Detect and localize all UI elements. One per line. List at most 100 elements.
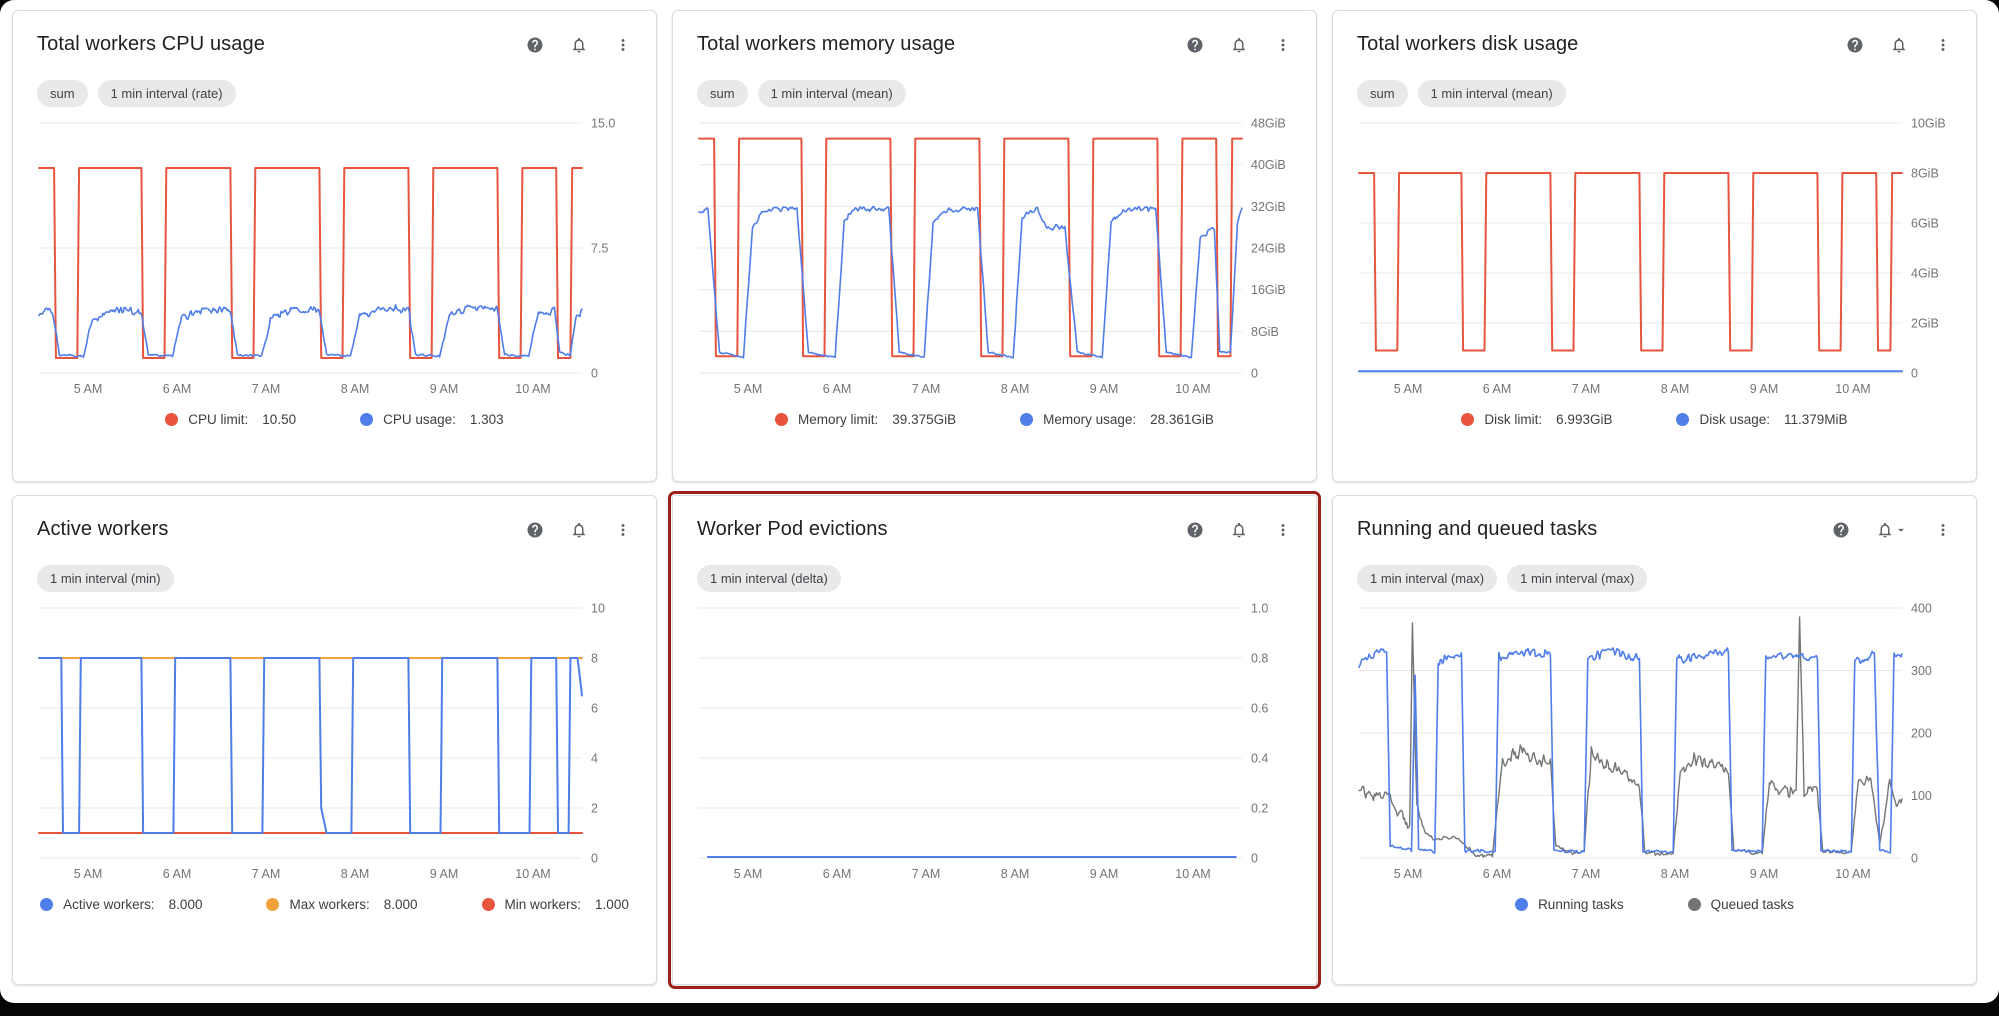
y-axis-label: 8GiB bbox=[1251, 325, 1279, 339]
more-options-icon[interactable] bbox=[614, 36, 632, 54]
more-options-icon[interactable] bbox=[614, 521, 632, 539]
help-icon[interactable] bbox=[1186, 521, 1204, 539]
more-options-icon[interactable] bbox=[1934, 521, 1952, 539]
legend-item[interactable]: Memory limit: 39.375GiB bbox=[775, 412, 956, 427]
card-total-workers-memory-usage: Total workers memory usage sum 1 min inte… bbox=[672, 10, 1317, 482]
card-header: Active workers bbox=[37, 518, 632, 541]
card-header: Total workers CPU usage bbox=[37, 33, 632, 56]
series-active-workers bbox=[38, 657, 583, 834]
card-actions bbox=[1832, 521, 1952, 539]
aggregation-badge[interactable]: 1 min interval (mean) bbox=[757, 80, 906, 107]
alerts-bell-icon[interactable] bbox=[570, 521, 588, 539]
help-icon[interactable] bbox=[526, 521, 544, 539]
legend-item[interactable]: Disk limit: 6.993GiB bbox=[1461, 412, 1612, 427]
x-axis-label: 9 AM bbox=[1090, 382, 1119, 396]
legend-item[interactable]: Min workers: 1.000 bbox=[481, 897, 629, 912]
y-axis-label: 2GiB bbox=[1911, 317, 1939, 331]
legend-item[interactable]: CPU limit: 10.50 bbox=[165, 412, 296, 427]
chart-legend: Memory limit: 39.375GiB Memory usage: 28.36… bbox=[697, 412, 1292, 427]
aggregation-badge[interactable]: 1 min interval (max) bbox=[1507, 565, 1648, 592]
help-icon[interactable] bbox=[1832, 521, 1850, 539]
x-axis-label: 6 AM bbox=[163, 382, 192, 396]
y-axis-label: 4GiB bbox=[1911, 267, 1939, 281]
aggregation-badge[interactable]: sum bbox=[1357, 80, 1408, 107]
more-options-icon[interactable] bbox=[1934, 36, 1952, 54]
legend-value: 8.000 bbox=[383, 897, 418, 912]
aggregation-badges: 1 min interval (min) bbox=[37, 565, 632, 592]
timeseries-chart[interactable]: 0 7.5 15.0 5 AM 6 AM 7 AM 8 AM 9 AM 10 AM bbox=[37, 115, 634, 400]
legend-value: 11.379MiB bbox=[1784, 412, 1848, 427]
aggregation-badges: 1 min interval (delta) bbox=[697, 565, 1292, 592]
y-axis-label: 0.6 bbox=[1251, 702, 1268, 716]
legend-item[interactable]: Queued tasks bbox=[1687, 897, 1794, 912]
y-axis-label: 24GiB bbox=[1251, 242, 1286, 256]
card-actions bbox=[1846, 36, 1952, 54]
timeseries-chart[interactable]: 0 0.2 0.4 0.6 0.8 1.0 5 AM 6 AM 7 AM 8 AM 9 AM 10 A… bbox=[697, 600, 1294, 885]
x-axis-label: 10 AM bbox=[1835, 867, 1870, 881]
y-axis-label: 6 bbox=[591, 702, 598, 716]
chart-legend: Active workers: 8.000 Max workers: 8.000 Min… bbox=[37, 897, 632, 912]
x-axis-label: 6 AM bbox=[163, 867, 192, 881]
series-running-tasks bbox=[1358, 647, 1903, 854]
aggregation-badge[interactable]: sum bbox=[37, 80, 88, 107]
legend-dot bbox=[1515, 898, 1529, 911]
aggregation-badge[interactable]: 1 min interval (min) bbox=[37, 565, 174, 592]
legend-label: Max workers: bbox=[289, 897, 370, 912]
timeseries-chart[interactable]: 0 2GiB 4GiB 6GiB 8GiB 10GiB 5 AM 6 AM 7 AM 8 AM 9 … bbox=[1357, 115, 1954, 400]
help-icon[interactable] bbox=[1846, 36, 1864, 54]
alerts-bell-icon[interactable] bbox=[1230, 36, 1248, 54]
card-active-workers: Active workers 1 min interval (min) 0 2 4 6… bbox=[12, 495, 657, 985]
timeseries-chart[interactable]: 0 8GiB 16GiB 24GiB 32GiB 40GiB 48GiB 5 AM 6 AM 7 … bbox=[697, 115, 1294, 400]
aggregation-badges: sum 1 min interval (mean) bbox=[1357, 80, 1952, 107]
bell-caret-icon bbox=[1898, 528, 1904, 532]
x-axis-label: 5 AM bbox=[734, 867, 763, 881]
aggregation-badge[interactable]: 1 min interval (rate) bbox=[97, 80, 236, 107]
aggregation-badge[interactable]: 1 min interval (delta) bbox=[697, 565, 841, 592]
timeseries-chart[interactable]: 0 100 200 300 400 5 AM 6 AM 7 AM 8 AM 9 AM 10 AM bbox=[1357, 600, 1954, 885]
help-icon[interactable] bbox=[526, 36, 544, 54]
aggregation-badge[interactable]: 1 min interval (max) bbox=[1357, 565, 1498, 592]
more-options-icon[interactable] bbox=[1274, 521, 1292, 539]
chart-legend: Running tasks Queued tasks bbox=[1357, 897, 1952, 912]
legend-item[interactable]: CPU usage: 1.303 bbox=[360, 412, 504, 427]
alerts-bell-icon[interactable] bbox=[570, 36, 588, 54]
aggregation-badge[interactable]: 1 min interval (mean) bbox=[1417, 80, 1566, 107]
y-axis-label: 0 bbox=[591, 852, 598, 866]
x-axis-label: 7 AM bbox=[252, 382, 281, 396]
legend-dot bbox=[775, 413, 789, 426]
legend-item[interactable]: Running tasks bbox=[1515, 897, 1624, 912]
help-icon[interactable] bbox=[1186, 36, 1204, 54]
aggregation-badge[interactable]: sum bbox=[697, 80, 748, 107]
x-axis-label: 9 AM bbox=[430, 867, 459, 881]
card-title: Total workers memory usage bbox=[697, 33, 956, 55]
alerts-bell-icon[interactable] bbox=[1876, 521, 1908, 539]
legend-item[interactable]: Max workers: 8.000 bbox=[266, 897, 418, 912]
card-title: Worker Pod evictions bbox=[697, 518, 888, 540]
y-axis-label: 10 bbox=[591, 602, 605, 616]
legend-dot bbox=[40, 898, 54, 911]
legend-value: 1.000 bbox=[595, 897, 629, 912]
timeseries-chart[interactable]: 0 2 4 6 8 10 5 AM 6 AM 7 AM 8 AM 9 AM 10 AM bbox=[37, 600, 634, 885]
card-title: Active workers bbox=[37, 518, 169, 540]
legend-value: 8.000 bbox=[168, 897, 203, 912]
legend-item[interactable]: Active workers: 8.000 bbox=[40, 897, 202, 912]
x-axis-label: 5 AM bbox=[1394, 867, 1423, 881]
y-axis-label: 0 bbox=[1911, 367, 1918, 381]
legend-dot bbox=[1687, 898, 1701, 911]
alerts-bell-icon[interactable] bbox=[1890, 36, 1908, 54]
legend-item[interactable]: Disk usage: 11.379MiB bbox=[1676, 412, 1848, 427]
alerts-bell-icon[interactable] bbox=[1230, 521, 1248, 539]
series-disk-limit bbox=[1358, 172, 1903, 352]
x-axis-label: 8 AM bbox=[1001, 867, 1030, 881]
legend-item[interactable]: Memory usage: 28.361GiB bbox=[1020, 412, 1214, 427]
x-axis-label: 9 AM bbox=[1750, 867, 1779, 881]
x-axis-label: 5 AM bbox=[74, 867, 103, 881]
card-title: Running and queued tasks bbox=[1357, 518, 1598, 540]
more-options-icon[interactable] bbox=[1274, 36, 1292, 54]
x-axis-label: 6 AM bbox=[1483, 382, 1512, 396]
legend-label: Min workers: bbox=[504, 897, 582, 912]
y-axis-label: 2 bbox=[591, 802, 598, 816]
legend-label: CPU usage: bbox=[383, 412, 456, 427]
y-axis-label: 0 bbox=[1251, 852, 1258, 866]
